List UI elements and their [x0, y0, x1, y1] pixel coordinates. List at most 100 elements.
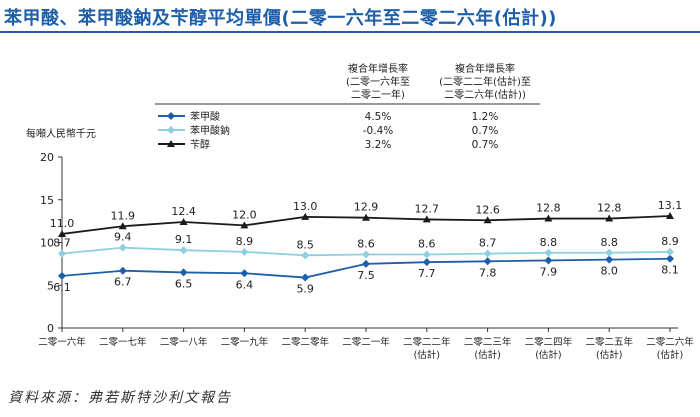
data-label: 12.8: [597, 202, 622, 215]
legend-label: 苯甲酸鈉: [190, 124, 230, 137]
data-label: 9.4: [114, 231, 132, 244]
data-label: 12.4: [171, 205, 196, 218]
legend-header-cagr-2022-2026: 二零二六年(估計)): [444, 88, 526, 101]
data-point: [179, 246, 188, 255]
legend-swatch-marker: [167, 140, 175, 147]
data-label: 6.7: [114, 276, 132, 289]
data-point: [240, 269, 249, 278]
data-label: 6.1: [53, 281, 71, 294]
data-point: [118, 222, 127, 230]
data-point: [605, 255, 614, 264]
legend-header-cagr-2016-2021: 二零二一年): [351, 88, 405, 101]
data-point: [422, 215, 431, 223]
data-point: [666, 247, 674, 256]
title-underline: [0, 31, 700, 33]
x-tick-label: (估計): [596, 349, 622, 361]
data-point: [422, 258, 431, 267]
x-tick-label: 二零二三年: [464, 336, 512, 348]
data-label: 8.6: [418, 237, 436, 250]
data-label: 6.5: [175, 277, 193, 290]
y-axis-title: 每噸人民幣千元: [26, 127, 96, 140]
x-tick-label: 二零一九年: [221, 336, 269, 348]
data-label: 6.4: [236, 278, 254, 291]
x-tick-label: 二零二零年: [281, 336, 329, 348]
data-label: 8.7: [53, 237, 71, 250]
x-tick-label: (估計): [414, 349, 440, 361]
data-point: [362, 259, 370, 268]
source-note: 資料來源：弗若斯特沙利文報告: [8, 390, 232, 406]
chart-title: 苯甲酸、苯甲酸鈉及苄醇平均單價(二零一六年至二零二六年(估計)): [4, 8, 557, 29]
data-label: 12.9: [354, 201, 379, 214]
y-tick-label: 10: [40, 237, 54, 250]
data-point: [179, 268, 188, 277]
data-point: [483, 257, 492, 266]
x-tick-label: 二零二六年: [646, 336, 694, 348]
data-point: [179, 217, 188, 225]
data-point: [240, 247, 249, 256]
data-label: 8.9: [661, 235, 679, 248]
data-point: [544, 256, 553, 265]
x-tick-label: 二零二四年: [525, 336, 573, 348]
data-label: 8.8: [600, 236, 618, 249]
data-label: 12.0: [232, 208, 257, 221]
data-label: 8.9: [236, 235, 254, 248]
data-point: [301, 251, 310, 260]
data-label: 8.7: [479, 237, 497, 250]
legend-cagr-2022-2026: 0.7%: [472, 139, 499, 151]
x-tick-label: (估計): [474, 349, 500, 361]
data-label: 5.9: [296, 283, 314, 296]
data-point: [544, 214, 553, 222]
data-point: [422, 250, 431, 259]
data-label: 8.1: [661, 264, 679, 277]
data-point: [666, 254, 674, 263]
data-label: 8.0: [600, 265, 618, 278]
data-label: 11.9: [111, 209, 136, 222]
data-label: 12.8: [536, 202, 561, 215]
data-point: [362, 213, 370, 221]
x-tick-label: 二零一七年: [99, 336, 147, 348]
data-label: 7.9: [540, 265, 558, 278]
x-tick-label: 二零二二年: [403, 336, 451, 348]
data-point: [240, 221, 249, 229]
data-point: [362, 250, 370, 259]
data-point: [58, 271, 66, 280]
y-tick-label: 5: [47, 279, 54, 292]
x-tick-label: 二零二五年: [585, 336, 633, 348]
x-tick-label: 二零一六年: [38, 336, 86, 348]
data-label: 7.7: [418, 267, 436, 280]
x-tick-label: (估計): [657, 349, 683, 361]
data-point: [544, 248, 553, 257]
data-label: 7.5: [357, 269, 375, 282]
legend-header-cagr-2022-2026: (二零二二年(估計)至: [439, 75, 531, 88]
legend-cagr-2016-2021: 3.2%: [365, 139, 392, 151]
data-point: [58, 249, 66, 258]
legend-header-cagr-2016-2021: 複合年增長率: [348, 62, 408, 75]
y-tick-label: 0: [47, 322, 54, 335]
legend-label: 苄醇: [190, 138, 210, 151]
data-label: 13.0: [293, 200, 318, 213]
data-point: [118, 266, 127, 275]
data-point: [605, 248, 614, 257]
legend-cagr-2016-2021: -0.4%: [363, 125, 393, 137]
legend-swatch-marker: [167, 112, 175, 120]
data-label: 7.8: [479, 266, 497, 279]
legend-swatch-marker: [167, 126, 175, 134]
legend-cagr-2022-2026: 0.7%: [472, 125, 499, 137]
y-tick-label: 15: [40, 194, 54, 207]
x-tick-label: 二零二一年: [342, 336, 390, 348]
data-point: [118, 243, 127, 252]
data-point: [666, 211, 674, 219]
y-tick-label: 20: [40, 151, 54, 164]
data-point: [483, 249, 492, 258]
legend-cagr-2016-2021: 4.5%: [365, 111, 392, 123]
legend-header-cagr-2016-2021: (二零一六年至: [346, 75, 410, 88]
data-label: 9.1: [175, 233, 193, 246]
data-label: 12.6: [475, 203, 500, 216]
legend-label: 苯甲酸: [190, 110, 220, 123]
data-label: 11.0: [50, 217, 75, 230]
data-point: [301, 273, 310, 282]
data-label: 12.7: [415, 202, 440, 215]
x-tick-label: (估計): [535, 349, 561, 361]
data-point: [483, 216, 492, 224]
